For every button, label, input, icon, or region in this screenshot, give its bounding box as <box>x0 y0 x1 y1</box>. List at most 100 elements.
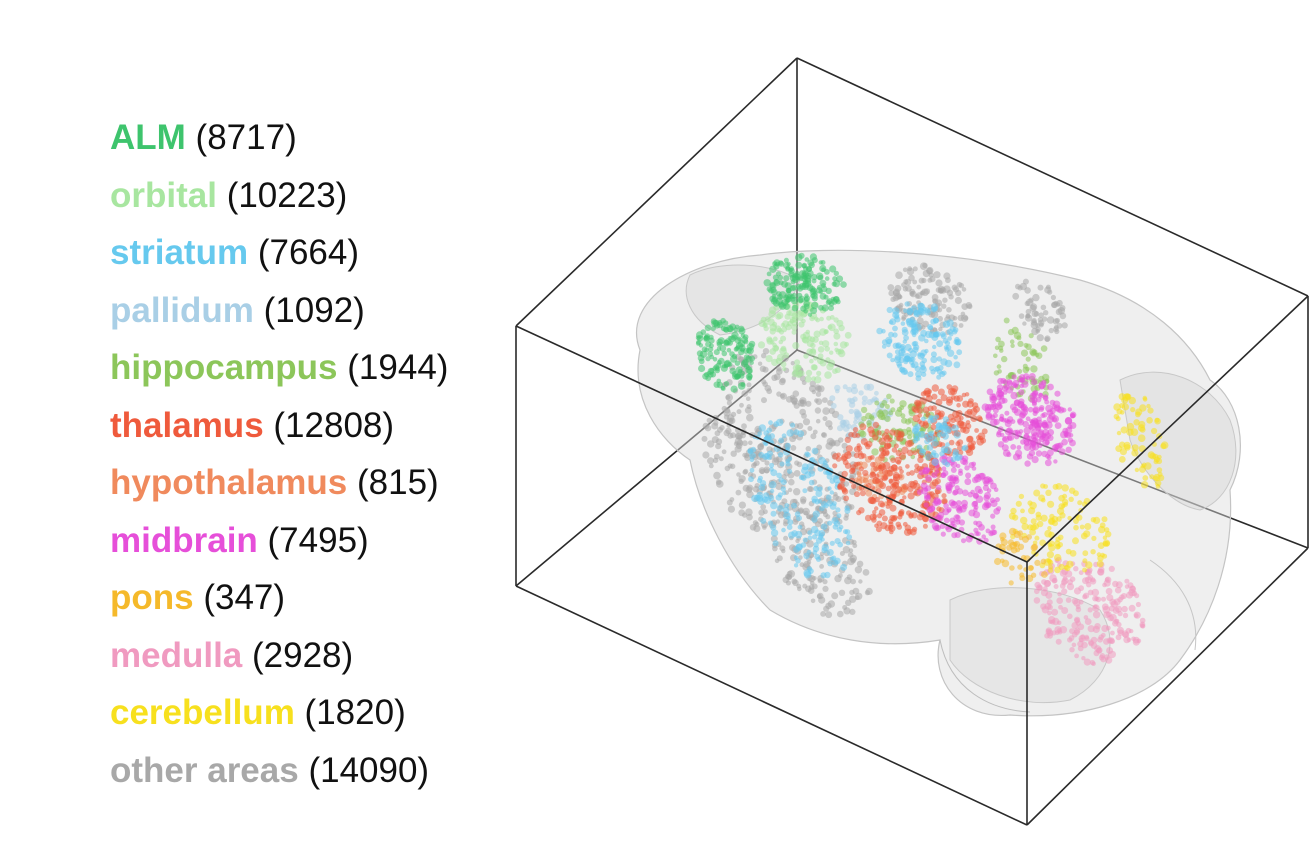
neuron-point <box>917 352 925 360</box>
neuron-point <box>764 496 772 504</box>
neuron-point <box>902 267 908 273</box>
neuron-point <box>806 463 814 471</box>
neuron-point <box>936 369 943 375</box>
neuron-point <box>986 488 992 493</box>
neuron-point <box>953 489 959 495</box>
neuron-point <box>1038 494 1046 502</box>
neuron-point <box>926 267 933 275</box>
neuron-point <box>1146 403 1151 409</box>
neuron-point <box>1071 642 1077 648</box>
legend-item-other-areas: other areas (14090) <box>110 745 510 803</box>
neuron-point <box>1160 441 1169 450</box>
neuron-point <box>739 402 744 408</box>
neuron-point <box>920 290 926 296</box>
neuron-point <box>922 422 929 429</box>
neuron-point <box>777 293 783 300</box>
neuron-point <box>1020 404 1026 410</box>
neuron-point <box>971 461 977 467</box>
neuron-point <box>972 492 979 499</box>
neuron-point <box>987 477 993 483</box>
neuron-point <box>1067 407 1073 412</box>
neuron-point <box>782 366 787 372</box>
legend-count: (1944) <box>347 348 449 387</box>
neuron-point <box>1057 591 1062 597</box>
neuron-point <box>969 444 976 451</box>
neuron-point <box>1061 498 1069 506</box>
neuron-point <box>803 353 809 359</box>
neuron-point <box>833 328 839 335</box>
neuron-point <box>849 608 856 616</box>
neuron-point <box>859 490 866 497</box>
neuron-point <box>815 556 822 562</box>
neuron-point <box>993 370 1000 376</box>
neuron-point <box>954 455 961 462</box>
neuron-point <box>996 401 1002 407</box>
neuron-point <box>779 545 786 552</box>
neuron-point <box>1040 304 1047 311</box>
neuron-point <box>1002 385 1009 392</box>
neuron-point <box>892 288 901 296</box>
neuron-point <box>1098 525 1106 534</box>
neuron-point <box>930 318 937 325</box>
neuron-point <box>936 506 942 512</box>
neuron-point <box>1000 558 1005 564</box>
neuron-point <box>912 438 918 444</box>
neuron-point <box>936 374 942 380</box>
neuron-point <box>1084 618 1092 625</box>
neuron-point <box>812 534 818 540</box>
neuron-point <box>1116 430 1122 436</box>
neuron-point <box>809 358 814 364</box>
neuron-point <box>1124 584 1130 589</box>
neuron-point <box>812 550 818 555</box>
neuron-point <box>1042 439 1050 447</box>
neuron-point <box>1051 415 1060 423</box>
neuron-point <box>797 297 804 304</box>
neuron-point <box>854 491 860 498</box>
neuron-point <box>1139 623 1145 629</box>
neuron-point <box>890 489 897 497</box>
neuron-point <box>1049 399 1056 406</box>
neuron-point <box>763 279 771 287</box>
neuron-point <box>738 327 746 335</box>
neuron-point <box>989 497 996 504</box>
neuron-point <box>1006 544 1013 551</box>
neuron-point <box>1048 564 1053 570</box>
neuron-point <box>810 293 816 299</box>
neuron-point <box>1105 656 1113 664</box>
neuron-point <box>934 409 942 416</box>
neuron-point <box>705 356 711 362</box>
neuron-point <box>1093 516 1101 525</box>
neuron-point <box>898 345 905 352</box>
neuron-point <box>741 423 747 430</box>
neuron-point <box>922 306 927 311</box>
neuron-point <box>1047 449 1054 457</box>
neuron-point <box>1043 310 1049 316</box>
neuron-point <box>947 413 955 421</box>
neuron-point <box>1115 416 1121 422</box>
neuron-point <box>1044 529 1052 538</box>
neuron-point <box>817 346 825 353</box>
neuron-point <box>947 336 952 341</box>
legend-item-cerebellum: cerebellum (1820) <box>110 687 510 745</box>
neuron-point <box>1151 427 1158 435</box>
neuron-point <box>852 427 859 433</box>
neuron-point <box>836 513 842 519</box>
neuron-point <box>766 427 772 434</box>
neuron-point <box>1146 417 1153 424</box>
neuron-point <box>862 469 869 477</box>
neuron-point <box>1054 390 1061 397</box>
neuron-point <box>1028 333 1034 339</box>
neuron-point <box>912 425 920 433</box>
neuron-point <box>892 325 898 332</box>
neuron-point <box>824 571 831 579</box>
neuron-point <box>742 358 749 366</box>
neuron-point <box>756 491 764 499</box>
neuron-point <box>792 342 800 350</box>
neuron-point <box>964 392 970 397</box>
neuron-point <box>878 437 886 446</box>
neuron-point <box>783 257 789 263</box>
neuron-point <box>817 357 825 365</box>
neuron-point <box>802 488 808 494</box>
neuron-point <box>698 364 706 373</box>
neuron-point <box>946 508 951 513</box>
